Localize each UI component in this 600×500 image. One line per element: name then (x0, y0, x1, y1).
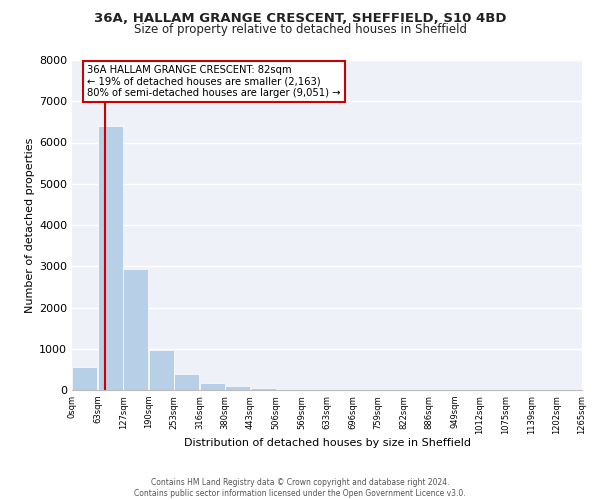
Y-axis label: Number of detached properties: Number of detached properties (25, 138, 35, 312)
Text: 36A, HALLAM GRANGE CRESCENT, SHEFFIELD, S10 4BD: 36A, HALLAM GRANGE CRESCENT, SHEFFIELD, … (94, 12, 506, 26)
Text: 36A HALLAM GRANGE CRESCENT: 82sqm
← 19% of detached houses are smaller (2,163)
8: 36A HALLAM GRANGE CRESCENT: 82sqm ← 19% … (88, 65, 341, 98)
Bar (174, 374, 199, 390)
Bar (72, 367, 97, 390)
Bar (98, 126, 122, 390)
Bar (226, 386, 250, 390)
Bar (124, 269, 148, 390)
X-axis label: Distribution of detached houses by size in Sheffield: Distribution of detached houses by size … (184, 438, 470, 448)
Text: Contains HM Land Registry data © Crown copyright and database right 2024.
Contai: Contains HM Land Registry data © Crown c… (134, 478, 466, 498)
Bar (251, 388, 276, 390)
Bar (149, 350, 174, 390)
Bar (200, 383, 224, 390)
Text: Size of property relative to detached houses in Sheffield: Size of property relative to detached ho… (133, 22, 467, 36)
